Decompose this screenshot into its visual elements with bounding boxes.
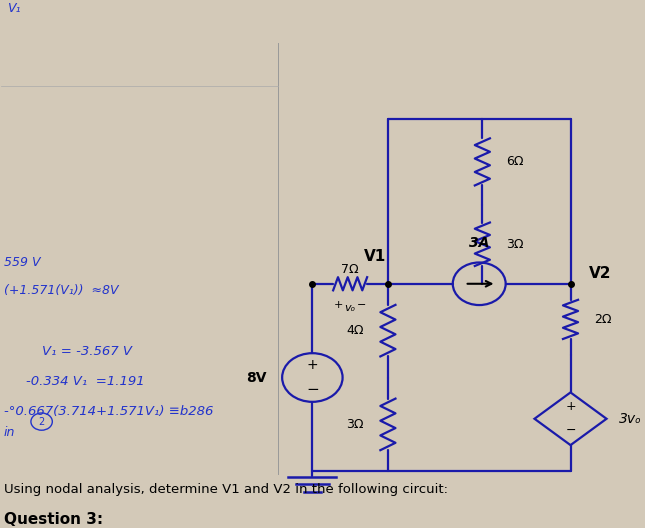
Text: −: − [306,382,319,397]
Text: 559 V: 559 V [4,256,41,269]
Text: V₁ = -3.567 V: V₁ = -3.567 V [42,345,132,357]
Text: 8V: 8V [246,371,266,384]
Text: 3vₒ: 3vₒ [619,412,642,426]
Text: -0.334 V₁  =1.191: -0.334 V₁ =1.191 [26,375,144,388]
Text: 2: 2 [39,417,45,427]
Text: 7Ω: 7Ω [341,263,359,276]
Text: 3A: 3A [469,236,490,250]
Text: 6Ω: 6Ω [506,155,524,168]
Text: +: + [565,400,576,413]
Text: 2Ω: 2Ω [595,313,612,326]
Text: −: − [357,300,366,310]
Text: 3Ω: 3Ω [506,238,524,251]
Text: 3Ω: 3Ω [346,418,364,431]
Text: Using nodal analysis, determine V1 and V2 in the following circuit:: Using nodal analysis, determine V1 and V… [4,483,448,496]
Text: V₁: V₁ [7,2,21,15]
Text: -°0.667(3.714+1.571V₁) ≡b286: -°0.667(3.714+1.571V₁) ≡b286 [4,406,213,418]
Text: in: in [4,426,15,439]
Text: 4Ω: 4Ω [346,324,364,337]
Text: vₒ: vₒ [344,303,356,313]
Text: +: + [334,300,344,310]
Text: Question 3:: Question 3: [4,512,103,527]
Text: V1: V1 [364,249,386,263]
Text: −: − [565,424,576,437]
Text: (+1.571(V₁))  ≈8V: (+1.571(V₁)) ≈8V [4,284,118,297]
Text: V2: V2 [590,266,612,281]
Text: +: + [306,359,318,372]
